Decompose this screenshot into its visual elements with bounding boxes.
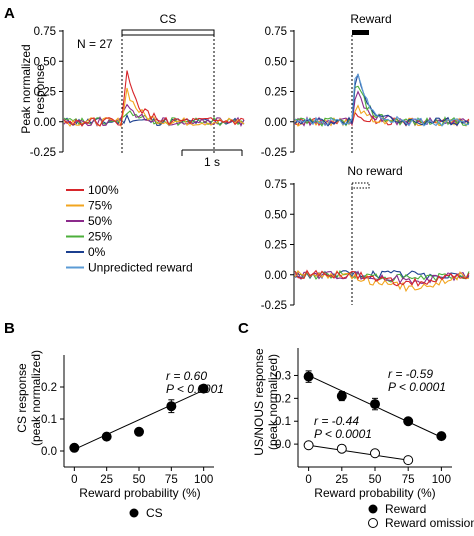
c-xtick-label-2: 50 [369,474,382,486]
a-ylabel-line1: Peak normalized [19,44,33,133]
panel-c-label: C [238,320,249,337]
panel-a-reward-plot: 0.75 0.50 0.25 0.00 -0.25 Reward [261,12,470,159]
b-xtick-label-2: 50 [133,474,146,486]
a-legend-label-4: 0% [88,245,106,259]
c-ytick-label-3: 0.3 [275,370,291,382]
a-cs-ytick-label-2: 0.25 [34,87,56,99]
panel-a-cs-plot: 0.75 0.50 0.25 0.00 -0.25 Peak normalized re… [19,12,245,169]
b-xtick-label-0: 0 [71,474,77,486]
c-legend-marker-reward [368,504,378,514]
b-legend-label: CS [146,506,163,520]
no-reward-label: No reward [347,164,402,178]
c-legend-label-omission: Reward omission [385,516,474,530]
a-reward-trace-0_ [294,73,470,127]
a-noreward-ytick-label-2: 0.25 [265,240,287,252]
c-r2: r = -0.44 [314,414,359,428]
scale-label: 1 s [204,155,220,169]
a-legend-label-0: 100% [88,183,119,197]
a-legend: 100% 75%50% 25%0% Unpredicted reward [66,183,193,275]
b-p: P < 0.0001 [166,382,224,396]
a-cs-ytick-label-0: 0.75 [34,26,56,38]
a-noreward-trace-100pct [294,269,470,287]
c-p1: P < 0.0001 [388,380,446,394]
panel-a-no-reward-plot: 0.75 0.50 0.25 0.00 -0.25 No reward [261,164,470,312]
a-noreward-ytick-label-3: 0.00 [265,270,287,282]
a-reward-ytick-label-2: 0.25 [265,87,287,99]
a-reward-ytick-label-4: -0.25 [261,147,287,159]
b-legend-marker [129,508,139,518]
b-point-0-1 [101,431,112,442]
b-xlabel: Reward probability (%) [79,486,200,500]
c-xlabel: Reward probability (%) [314,486,435,500]
a-noreward-ytick-label-0: 0.75 [265,179,287,191]
c-xtick-label-0: 0 [305,474,311,486]
b-xtick-label-3: 75 [165,474,178,486]
b-xtick-label-1: 25 [100,474,113,486]
a-noreward-trace-25pct [294,269,470,283]
b-point-0-0 [69,442,80,453]
c-fit-line-1 [308,444,409,461]
a-ylabel-line2: response [33,64,47,114]
b-xtick-label-4: 100 [194,474,213,486]
panel-a-label: A [4,5,15,22]
b-fit-line-0 [74,389,204,450]
c-ytick-label-0: 0.0 [275,439,291,451]
n-label: N = 27 [77,37,113,51]
a-noreward-trace-75pct [294,269,470,293]
c-point-0-0 [303,371,314,382]
c-point-0-1 [336,391,347,402]
c-p2: P < 0.0001 [314,427,372,441]
b-ylabel-line1: CS response [15,363,29,433]
c-ytick-label-2: 0.2 [275,393,291,405]
c-legend-marker-omission [368,518,378,528]
a-cs-ytick-label-4: -0.25 [30,147,56,159]
c-point-1-2 [370,448,380,459]
c-point-1-3 [403,455,414,466]
cs-label: CS [160,12,177,26]
a-legend-label-5: Unpredicted reward [88,261,193,275]
a-cs-trace-100pct [63,70,245,127]
c-ytick-label-1: 0.1 [275,416,291,428]
no-reward-bar [351,182,370,189]
a-noreward-ytick-label-4: -0.25 [261,300,287,312]
a-reward-ytick-label-0: 0.75 [265,26,287,38]
c-xtick-label-1: 25 [335,474,348,486]
a-legend-label-1: 75% [88,199,112,213]
b-ytick-label-2: 0.2 [41,382,57,394]
a-legend-label-3: 25% [88,230,112,244]
panel-b-label: B [4,320,15,337]
c-point-1-0 [303,440,314,451]
a-cs-ytick-label-3: 0.00 [34,117,56,129]
c-ylabel-line1: US/NOUS response [252,348,266,456]
panel-b-plot: CS response (peak normalized) 0.0 0.1 0.2 0… [15,350,224,520]
c-ylabel-line2: (peak normalized) [266,354,280,450]
reward-bar [352,30,369,35]
b-r: r = 0.60 [166,369,207,383]
a-cs-ytick-label-1: 0.50 [34,56,56,68]
c-point-0-3 [403,416,414,427]
a-reward-trace-Unpredicted_reward [294,73,470,127]
panel-c-plot: US/NOUS response (peak normalized) 0.0 0.… [252,348,474,530]
b-ytick-label-1: 0.1 [41,414,57,426]
a-reward-ytick-label-1: 0.50 [265,56,287,68]
c-point-0-4 [436,431,447,442]
c-point-0-2 [370,399,380,410]
c-r1: r = -0.59 [388,367,433,381]
a-noreward-ytick-label-1: 0.50 [265,209,287,221]
b-point-0-4 [198,383,209,394]
cs-bar [121,29,215,36]
b-point-0-2 [134,426,144,437]
b-ytick-label-0: 0.0 [41,446,57,458]
c-point-1-1 [336,443,347,454]
b-point-0-3 [166,401,177,412]
c-xtick-label-4: 100 [432,474,451,486]
c-xtick-label-3: 75 [402,474,415,486]
reward-label: Reward [350,12,391,26]
a-legend-label-2: 50% [88,214,112,228]
c-legend-label-reward: Reward [385,502,426,516]
b-ylabel-line2: (peak normalized) [29,350,43,446]
a-reward-ytick-label-3: 0.00 [265,117,287,129]
